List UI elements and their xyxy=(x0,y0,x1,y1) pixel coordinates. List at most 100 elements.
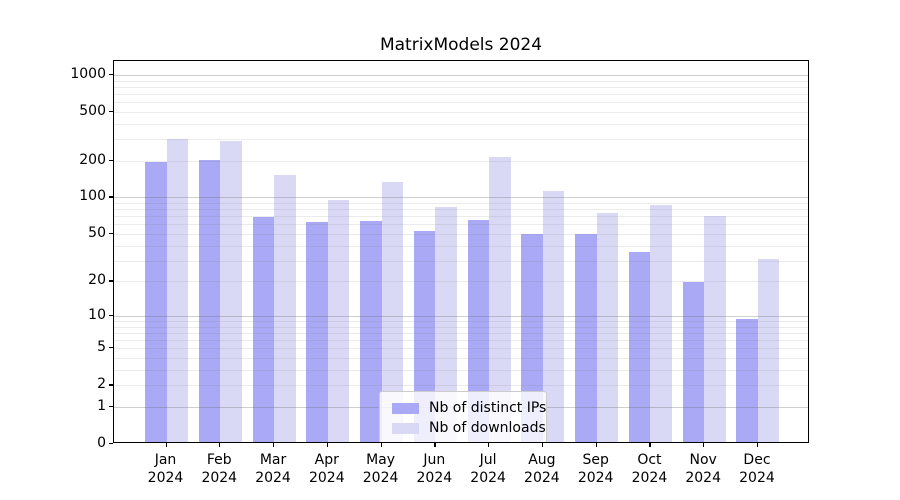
y-tick-mark xyxy=(109,347,113,349)
y-tick-label: 1000 xyxy=(70,65,106,82)
x-tick-mark xyxy=(595,443,597,447)
x-tick-mark xyxy=(219,443,221,447)
x-tick-mark xyxy=(273,443,275,447)
gridline-minor xyxy=(114,209,808,211)
gridline-minor xyxy=(114,86,808,88)
legend-label: Nb of downloads xyxy=(429,420,546,436)
gridline-minor xyxy=(114,139,808,141)
y-tick-mark xyxy=(109,384,113,386)
y-tick-label: 50 xyxy=(88,224,106,241)
gridline-minor xyxy=(114,203,808,205)
y-tick-label: 20 xyxy=(88,272,106,289)
plot-area: Nb of distinct IPs Nb of downloads xyxy=(113,60,809,443)
x-tick-mark xyxy=(649,443,651,447)
x-tick-label: Feb 2024 xyxy=(201,452,238,486)
bar-distinct-ips xyxy=(413,230,436,442)
y-tick-mark xyxy=(109,232,113,235)
bar-distinct-ips xyxy=(360,220,382,442)
x-tick-label: Apr 2024 xyxy=(308,452,345,486)
gridline-minor xyxy=(114,260,808,262)
gridline-minor xyxy=(114,123,808,125)
gridline-minor xyxy=(114,160,808,162)
y-tick-mark xyxy=(109,73,113,76)
gridline-minor xyxy=(114,102,808,104)
legend: Nb of distinct IPs Nb of downloads xyxy=(379,391,547,442)
bar-downloads xyxy=(435,207,457,442)
gridline-major xyxy=(114,197,808,199)
legend-item: Nb of downloads xyxy=(392,418,546,438)
gridline-major xyxy=(114,74,808,76)
y-tick-mark xyxy=(109,196,113,198)
legend-label: Nb of distinct IPs xyxy=(429,400,547,416)
bar-distinct-ips xyxy=(467,219,490,442)
gridline-minor xyxy=(114,93,808,95)
x-tick-label: Nov 2024 xyxy=(685,452,721,486)
x-tick-label: May 2024 xyxy=(362,452,399,486)
y-tick-label: 500 xyxy=(79,102,106,119)
x-tick-label: Sep 2024 xyxy=(577,452,614,486)
gridline-major xyxy=(114,315,808,317)
gridline-minor xyxy=(114,321,808,322)
x-tick-mark xyxy=(756,443,759,447)
y-tick-mark xyxy=(109,443,113,445)
bar-downloads xyxy=(166,138,188,442)
gridline-minor xyxy=(114,340,808,342)
y-tick-label: 10 xyxy=(88,306,106,323)
gridline-minor xyxy=(114,326,808,328)
y-tick-mark xyxy=(109,405,113,408)
gridline-minor xyxy=(114,369,808,371)
gridline-minor xyxy=(114,385,808,387)
bar-distinct-ips xyxy=(521,234,543,442)
gridline-minor xyxy=(114,111,808,113)
y-tick-label: 0 xyxy=(97,435,106,451)
x-tick-label: Dec 2024 xyxy=(739,452,775,486)
gridline-minor xyxy=(114,348,808,350)
x-tick-label: Jul 2024 xyxy=(470,452,506,486)
x-tick-mark xyxy=(703,443,705,447)
bar-distinct-ips xyxy=(736,319,758,442)
bar-distinct-ips xyxy=(306,222,328,442)
bar-distinct-ips xyxy=(198,159,221,442)
bar-downloads xyxy=(274,175,296,442)
y-tick-label: 2 xyxy=(97,376,106,393)
bar-downloads xyxy=(596,212,619,442)
bar-downloads xyxy=(704,215,726,442)
y-tick-mark xyxy=(109,314,113,317)
y-tick-label: 200 xyxy=(79,151,106,168)
gridline-minor xyxy=(114,233,808,235)
y-tick-mark xyxy=(109,159,113,161)
x-tick-label: Mar 2024 xyxy=(255,452,291,486)
gridline-minor xyxy=(114,224,808,226)
bar-distinct-ips xyxy=(252,217,275,442)
gridline-minor xyxy=(114,216,808,218)
x-tick-mark xyxy=(541,443,544,447)
x-tick-mark xyxy=(326,443,328,447)
x-tick-label: Jun 2024 xyxy=(416,452,453,486)
y-tick-mark xyxy=(109,110,113,113)
legend-swatch xyxy=(392,422,419,434)
x-tick-label: Oct 2024 xyxy=(631,452,668,486)
bar-downloads xyxy=(220,141,242,442)
gridline-minor xyxy=(114,245,808,247)
legend-item: Nb of distinct IPs xyxy=(392,398,546,418)
bar-downloads xyxy=(327,199,350,442)
y-tick-label: 1 xyxy=(97,397,106,414)
gridline-minor xyxy=(114,281,808,283)
bar-downloads xyxy=(489,156,511,442)
bar-distinct-ips xyxy=(682,281,705,442)
gridline-minor xyxy=(114,332,808,334)
x-tick-label: Aug 2024 xyxy=(524,452,560,486)
legend-swatch xyxy=(392,402,419,414)
x-tick-mark xyxy=(165,443,167,447)
x-tick-label: Jan 2024 xyxy=(147,452,184,486)
bar-distinct-ips xyxy=(145,162,167,442)
y-tick-label: 5 xyxy=(97,339,106,356)
bar-downloads xyxy=(650,205,672,442)
gridline-minor xyxy=(114,80,808,82)
bar-downloads xyxy=(757,258,780,442)
bar-distinct-ips xyxy=(628,252,651,442)
gridline-minor xyxy=(114,358,808,360)
bar-downloads xyxy=(381,182,404,442)
y-tick-label: 100 xyxy=(79,188,106,205)
